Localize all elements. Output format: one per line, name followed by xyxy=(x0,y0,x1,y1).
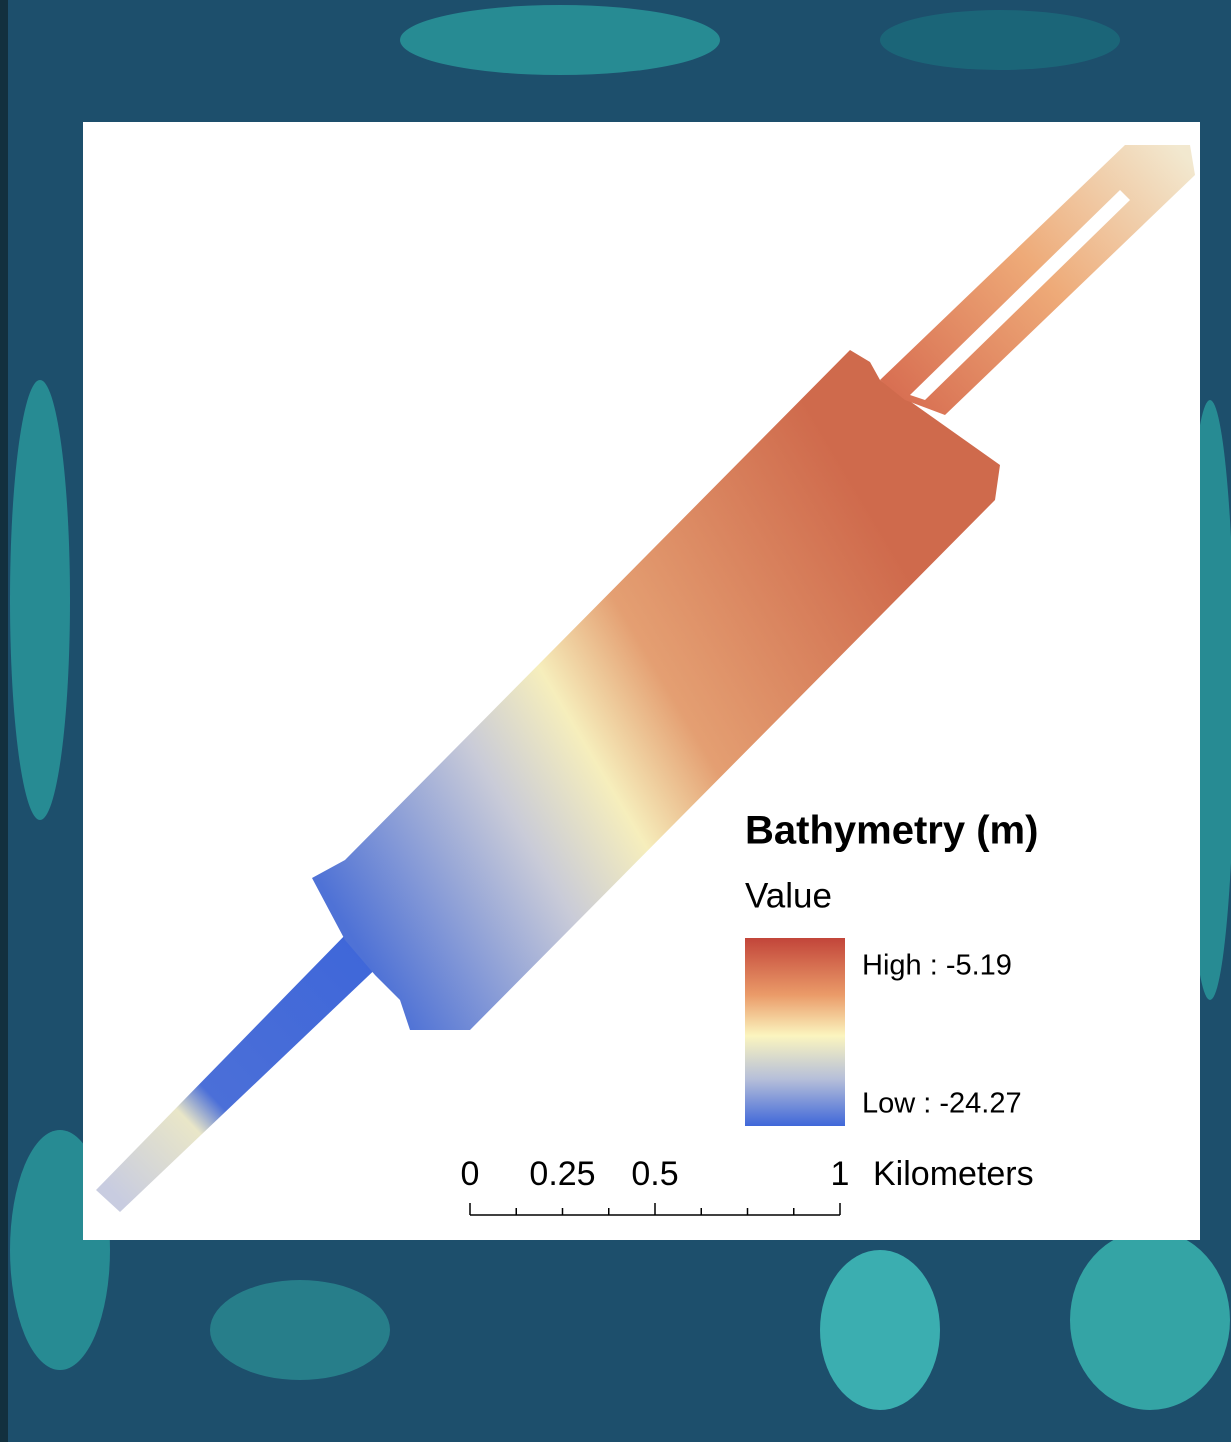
scale-label: 0.5 xyxy=(631,1155,678,1193)
scale-bar: 0 0.25 0.5 1 Kilometers xyxy=(461,1155,1034,1216)
legend-low: Low : -24.27 xyxy=(862,1088,1022,1120)
scale-label: 0.25 xyxy=(529,1155,595,1193)
legend-title: Bathymetry (m) xyxy=(745,809,1038,853)
survey-raster xyxy=(96,145,1195,1212)
scale-label: 0 xyxy=(461,1155,480,1193)
scale-label: 1 xyxy=(831,1155,850,1193)
scale-unit: Kilometers xyxy=(873,1155,1034,1193)
frame-edge xyxy=(0,0,8,1442)
legend-subtitle: Value xyxy=(745,876,832,915)
legend-high: High : -5.19 xyxy=(862,950,1012,982)
color-ramp xyxy=(745,938,845,1126)
